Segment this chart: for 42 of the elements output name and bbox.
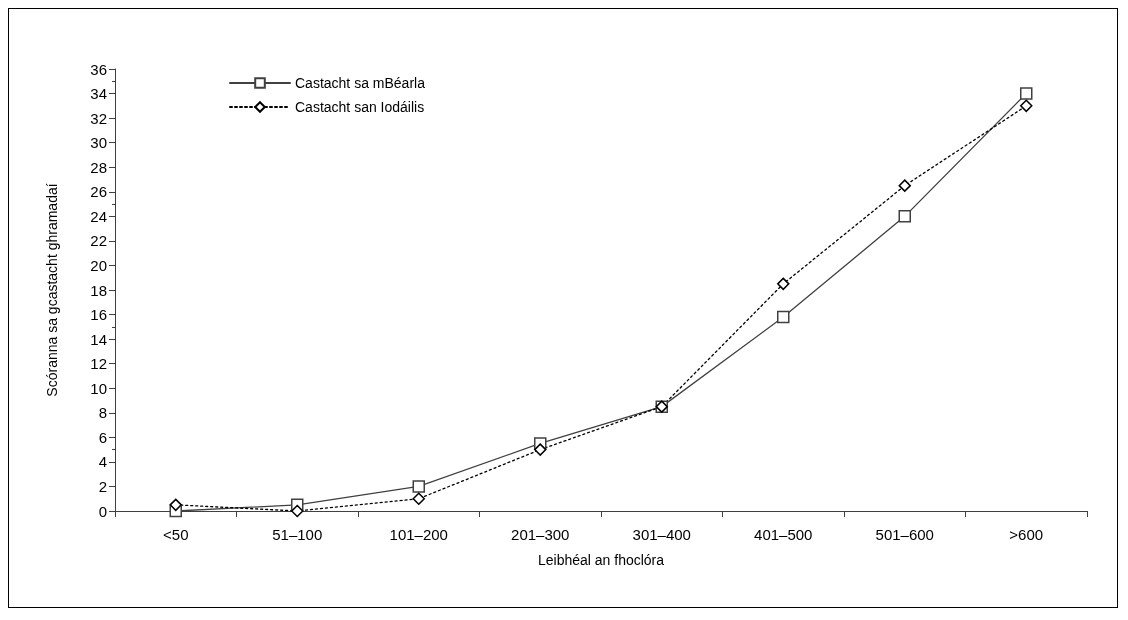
- y-tick-label: 0: [98, 502, 107, 520]
- y-tick-label: 24: [90, 207, 107, 225]
- point: [291, 504, 304, 518]
- y-tick-label: 22: [90, 232, 107, 250]
- y-tick-label: 28: [90, 158, 107, 176]
- x-tick-label: 51–100: [272, 526, 323, 543]
- y-tick-label: 2: [98, 477, 107, 495]
- point: [1020, 99, 1033, 113]
- y-tick-label: 34: [90, 85, 107, 103]
- y-tick-label: 6: [98, 428, 107, 446]
- y-axis-title: Scóranna sa gcastacht ghramadaí: [44, 183, 60, 397]
- x-tick-label: 301–400: [632, 526, 691, 543]
- x-tick-label: 401–500: [754, 526, 813, 543]
- y-tick-label: 36: [90, 60, 107, 78]
- legend-label: Castacht sa mBéarla: [295, 75, 426, 91]
- point: [1020, 87, 1033, 100]
- legend-label: Castacht san Iodáilis: [295, 99, 425, 115]
- point: [777, 310, 790, 324]
- y-tick-label: 8: [98, 404, 107, 422]
- x-tick-label: >600: [1009, 526, 1044, 543]
- x-axis-title: Leibhéal an fhoclóra: [537, 552, 665, 568]
- y-tick-label: 18: [90, 281, 107, 299]
- y-tick-label: 14: [90, 330, 107, 348]
- y-tick-label: 20: [90, 256, 107, 274]
- point: [169, 498, 182, 512]
- x-tick-label: 501–600: [875, 526, 934, 543]
- y-tick-label: 32: [90, 109, 107, 127]
- y-tick-label: 30: [90, 134, 107, 152]
- y-tick-label: 26: [90, 183, 107, 201]
- point: [777, 277, 790, 291]
- point: [534, 443, 547, 456]
- x-tick-label: <50: [163, 526, 189, 543]
- y-tick-label: 10: [90, 379, 107, 397]
- x-tick-label: 201–300: [511, 526, 570, 543]
- point: [412, 492, 425, 505]
- y-tick-label: 12: [90, 355, 107, 373]
- x-tick-label: 101–200: [389, 526, 448, 543]
- point: [898, 179, 911, 192]
- y-tick-label: 4: [98, 453, 107, 471]
- point: [412, 480, 425, 493]
- point: [898, 210, 911, 223]
- y-tick-label: 16: [90, 306, 107, 324]
